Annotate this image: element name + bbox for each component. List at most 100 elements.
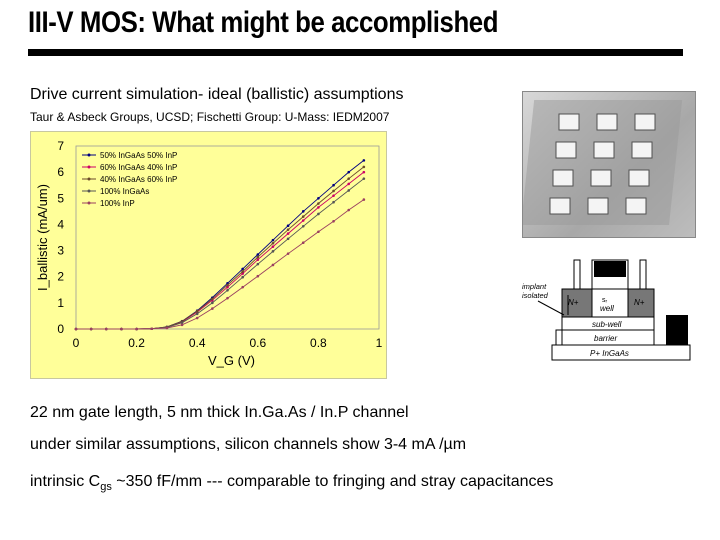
y-tick-label: 2 (57, 270, 64, 284)
data-point (89, 327, 93, 331)
series-line (76, 199, 365, 330)
sem-pad (628, 169, 650, 187)
data-point (317, 196, 320, 200)
legend-marker (87, 153, 91, 157)
data-point (226, 296, 229, 300)
sem-pad (587, 197, 609, 215)
x-axis-label: V_G (V) (208, 353, 255, 368)
legend-marker (87, 201, 91, 205)
x-tick-label: 1 (376, 336, 383, 350)
data-point (180, 321, 184, 325)
title-rule (28, 49, 683, 56)
data-point (332, 219, 335, 223)
data-point (317, 202, 320, 205)
bullet-capacitance: intrinsic Cgs ~350 fF/mm --- comparable … (30, 473, 553, 493)
data-point (241, 267, 244, 271)
legend-marker (87, 189, 91, 193)
y-tick-label: 4 (57, 217, 64, 231)
y-tick-label: 5 (57, 191, 64, 205)
data-point (271, 263, 275, 267)
sem-pad (631, 141, 653, 159)
data-point (301, 215, 305, 218)
sem-image (521, 100, 683, 225)
data-point (347, 170, 351, 174)
data-point (332, 194, 335, 197)
data-point (256, 253, 260, 256)
data-point (74, 327, 78, 331)
well-label: well (600, 304, 614, 313)
data-point (195, 312, 199, 316)
x-tick-label: 0.2 (128, 336, 145, 350)
sem-pad (593, 141, 615, 159)
data-point (301, 219, 305, 222)
data-point (241, 270, 244, 273)
data-point (286, 252, 290, 256)
data-point (286, 224, 290, 228)
b3-post: ~350 fF/mm --- comparable to fringing an… (111, 473, 554, 490)
data-point (241, 285, 244, 289)
data-point (317, 206, 320, 209)
legend-marker (87, 165, 91, 169)
n-plus-left: N+ (568, 298, 579, 307)
data-point (271, 241, 275, 245)
data-point (180, 323, 184, 327)
well-sub-label: sᵣ (602, 297, 608, 304)
data-point (135, 327, 138, 331)
page-title: III-V MOS: What might be accomplished (28, 6, 499, 39)
data-point (256, 262, 260, 266)
implant-line-2: isolated (522, 291, 549, 300)
sem-pad (552, 169, 574, 187)
sem-pad (634, 113, 656, 131)
n-plus-right: N+ (634, 298, 645, 307)
y-tick-label: 6 (57, 165, 64, 179)
data-point (301, 210, 305, 213)
data-point (195, 309, 199, 313)
chart-svg: 0 1 2 3 4 5 6 7 0 0.2 0.4 0.6 0.8 1 I_ballistic (mA/um… (35, 139, 383, 368)
data-point (226, 281, 229, 285)
sem-pad (590, 169, 612, 187)
x-tick-label: 0.6 (249, 336, 266, 350)
subtitle: Drive current simulation- ideal (ballist… (30, 86, 404, 103)
data-point (332, 200, 335, 204)
data-point (347, 189, 351, 192)
legend-entry: 40% InGaAs 60% InP (100, 175, 177, 184)
implant-label: implant isolated (522, 282, 549, 300)
data-point (332, 189, 335, 193)
y-tick-label: 1 (57, 296, 64, 310)
data-point (362, 165, 366, 169)
plot-area (75, 145, 380, 330)
data-point (105, 327, 108, 331)
b3-pre: intrinsic C (30, 473, 101, 490)
legend-entry: 60% InGaAs 40% InP (100, 163, 177, 172)
data-point (347, 177, 351, 180)
y-tick-label: 0 (57, 322, 64, 336)
y-tick-label: 7 (57, 139, 64, 153)
x-tick-label: 0.8 (310, 336, 327, 350)
data-point (317, 212, 320, 216)
bullet-silicon: under similar assumptions, silicon chann… (30, 436, 467, 453)
data-point (301, 224, 305, 228)
implant-line-1: implant (522, 282, 547, 291)
data-point (211, 307, 214, 310)
legend-entry: 50% InGaAs 50% InP (100, 151, 177, 160)
data-point (301, 241, 305, 245)
bullet-gate-length: 22 nm gate length, 5 nm thick In.Ga.As /… (30, 404, 409, 421)
y-axis-label: I_ballistic (mA/um) (35, 184, 50, 291)
data-point (165, 326, 169, 330)
data-point (286, 237, 290, 241)
data-point (347, 182, 351, 186)
data-point (256, 258, 260, 262)
data-point (120, 327, 123, 331)
data-point (211, 301, 214, 305)
data-point (226, 285, 229, 289)
y-tick-label: 3 (57, 244, 64, 258)
data-point (271, 245, 275, 248)
data-point (271, 250, 275, 253)
data-point (226, 289, 229, 292)
data-point (226, 283, 229, 287)
data-point (256, 274, 260, 278)
sem-pad (555, 141, 577, 159)
data-point (362, 170, 366, 174)
x-tick-label: 0 (73, 336, 80, 350)
sem-pad (558, 113, 580, 131)
